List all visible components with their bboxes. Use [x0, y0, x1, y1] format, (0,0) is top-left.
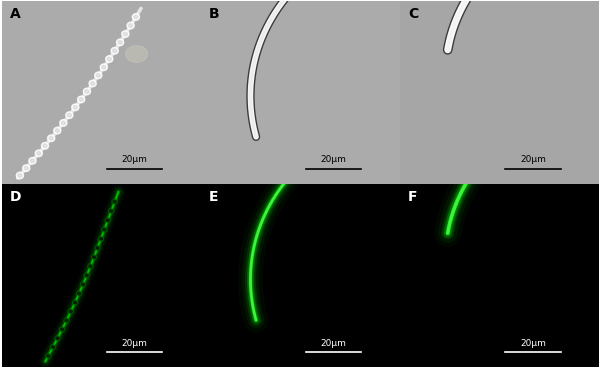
Text: C: C: [408, 7, 418, 21]
Text: 20μm: 20μm: [520, 155, 546, 164]
Circle shape: [96, 74, 100, 77]
Circle shape: [60, 120, 67, 126]
Circle shape: [89, 80, 96, 87]
Circle shape: [106, 219, 109, 222]
Circle shape: [65, 319, 68, 322]
Circle shape: [106, 56, 113, 62]
Circle shape: [107, 57, 111, 61]
Circle shape: [82, 283, 85, 286]
Circle shape: [41, 142, 49, 149]
Text: 20μm: 20μm: [520, 339, 546, 348]
Ellipse shape: [500, 133, 512, 144]
Circle shape: [77, 96, 85, 103]
Circle shape: [59, 327, 65, 332]
Circle shape: [98, 236, 104, 241]
Circle shape: [113, 201, 116, 203]
Text: 20μm: 20μm: [122, 339, 148, 348]
Circle shape: [85, 90, 89, 93]
Circle shape: [37, 152, 41, 155]
Circle shape: [91, 82, 95, 85]
Circle shape: [61, 328, 64, 330]
Circle shape: [102, 66, 106, 69]
Circle shape: [110, 210, 113, 212]
Circle shape: [91, 255, 97, 260]
Circle shape: [16, 172, 23, 179]
Circle shape: [122, 31, 129, 37]
Circle shape: [118, 40, 122, 44]
Circle shape: [35, 150, 43, 157]
Text: A: A: [10, 7, 20, 21]
Circle shape: [54, 127, 61, 134]
Circle shape: [88, 264, 93, 269]
Circle shape: [72, 104, 79, 111]
Circle shape: [61, 121, 65, 125]
Circle shape: [66, 112, 73, 118]
Circle shape: [77, 292, 80, 295]
Circle shape: [100, 64, 107, 71]
Circle shape: [80, 282, 86, 287]
Ellipse shape: [128, 47, 145, 61]
Ellipse shape: [499, 131, 514, 146]
Circle shape: [116, 39, 124, 46]
Circle shape: [128, 24, 133, 27]
Circle shape: [52, 346, 55, 348]
Circle shape: [49, 137, 53, 140]
Circle shape: [24, 166, 28, 170]
Circle shape: [56, 337, 59, 340]
Text: 20μm: 20μm: [122, 155, 148, 164]
Circle shape: [95, 245, 100, 251]
Circle shape: [89, 265, 92, 268]
Circle shape: [105, 218, 110, 223]
Circle shape: [18, 174, 22, 177]
Circle shape: [74, 301, 76, 304]
Circle shape: [55, 336, 61, 341]
Circle shape: [132, 14, 139, 20]
Circle shape: [100, 237, 103, 240]
Circle shape: [47, 355, 50, 357]
Circle shape: [112, 199, 118, 204]
Circle shape: [85, 274, 88, 277]
Circle shape: [70, 310, 72, 313]
Text: 20μm: 20μm: [321, 155, 347, 164]
Circle shape: [72, 300, 78, 305]
Circle shape: [109, 208, 114, 213]
Circle shape: [64, 318, 69, 323]
Circle shape: [127, 22, 134, 29]
Circle shape: [92, 256, 95, 258]
Circle shape: [67, 113, 71, 117]
Ellipse shape: [125, 46, 148, 62]
Text: D: D: [10, 190, 21, 204]
Circle shape: [47, 135, 55, 142]
Circle shape: [96, 247, 99, 249]
Circle shape: [84, 273, 89, 278]
Circle shape: [55, 129, 59, 132]
Circle shape: [43, 144, 47, 148]
Circle shape: [29, 158, 36, 164]
Circle shape: [124, 32, 127, 36]
Circle shape: [76, 291, 82, 296]
Ellipse shape: [504, 136, 509, 141]
Circle shape: [79, 98, 83, 101]
Circle shape: [68, 309, 74, 314]
Circle shape: [113, 49, 116, 53]
Circle shape: [83, 88, 91, 95]
Text: F: F: [408, 190, 418, 204]
Circle shape: [31, 159, 34, 163]
Circle shape: [46, 353, 51, 358]
Circle shape: [134, 15, 138, 19]
Circle shape: [111, 47, 118, 54]
Circle shape: [23, 165, 30, 171]
Circle shape: [95, 72, 102, 79]
Text: 20μm: 20μm: [321, 339, 347, 348]
Text: B: B: [209, 7, 220, 21]
Circle shape: [101, 227, 107, 232]
Text: E: E: [209, 190, 218, 204]
Circle shape: [103, 228, 106, 231]
Circle shape: [73, 106, 77, 109]
Ellipse shape: [502, 134, 510, 142]
Circle shape: [50, 344, 56, 350]
